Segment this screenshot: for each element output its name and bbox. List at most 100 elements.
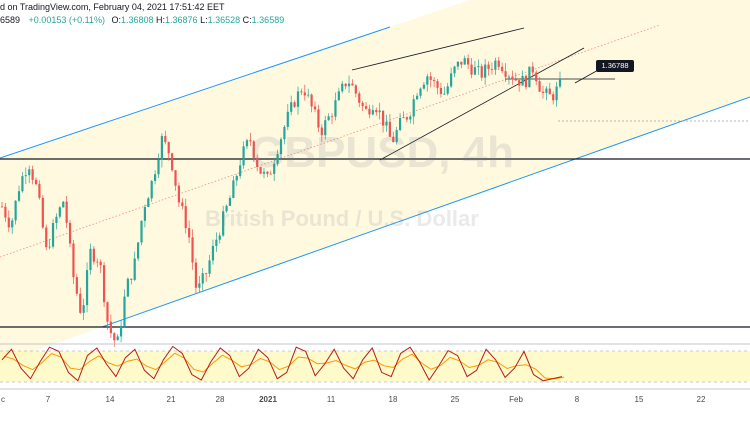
candle-body	[208, 260, 211, 274]
candle-body	[269, 173, 272, 175]
candle-body	[215, 239, 218, 246]
candle-body	[24, 175, 27, 177]
candle-body	[184, 206, 187, 229]
candle-body	[460, 61, 463, 65]
candle-body	[276, 154, 279, 164]
wedge-lower-line	[379, 47, 585, 161]
candle-body	[330, 116, 334, 118]
x-tick-label: 8	[574, 395, 580, 404]
candle-body	[531, 66, 534, 73]
candle-body	[545, 88, 548, 93]
candles-group	[0, 54, 562, 347]
candle-body	[82, 305, 85, 313]
candle-body	[450, 73, 453, 87]
candle-body	[130, 278, 133, 280]
candle-body	[65, 201, 68, 223]
x-tick-label: c	[1, 395, 5, 404]
candle-body	[381, 110, 385, 126]
candle-body	[334, 100, 337, 117]
candle-body	[313, 106, 317, 110]
candle-body	[266, 171, 269, 174]
candle-body	[89, 248, 92, 271]
candle-body	[242, 146, 245, 166]
candle-body	[198, 283, 201, 288]
x-tick-label: 18	[388, 395, 398, 404]
candle-body	[463, 58, 466, 65]
candle-body	[296, 91, 300, 107]
channel-midline	[0, 24, 661, 258]
candle-body	[467, 58, 470, 65]
candle-body	[279, 139, 283, 155]
candle-body	[235, 176, 238, 181]
candle-body	[160, 136, 164, 160]
candle-body	[470, 64, 473, 75]
candle-body	[171, 153, 174, 171]
candle-body	[320, 127, 323, 136]
candle-body	[388, 121, 391, 137]
candle-body	[524, 75, 528, 88]
candle-body	[51, 222, 55, 247]
candle-body	[157, 159, 160, 175]
candle-body	[143, 207, 147, 221]
candle-body	[150, 180, 153, 199]
candle-body	[511, 76, 514, 80]
candle-body	[75, 277, 78, 294]
header-price: 6589	[0, 15, 21, 25]
candle-body	[102, 265, 106, 303]
candle-body	[548, 88, 551, 95]
candle-body	[154, 174, 157, 181]
candle-body	[181, 202, 184, 207]
candle-body	[123, 296, 126, 326]
h-label: H:	[156, 15, 166, 25]
candle-body	[494, 60, 497, 70]
candle-body	[538, 81, 541, 92]
candle-body	[133, 258, 136, 280]
candle-body	[38, 184, 41, 198]
candle-body	[68, 222, 72, 244]
candle-body	[116, 336, 119, 341]
channel-upper-line	[0, 26, 391, 159]
candle-body	[358, 93, 361, 103]
candle-body	[392, 136, 395, 143]
candle-body	[426, 76, 429, 85]
candle-body	[344, 83, 347, 87]
candle-body	[72, 243, 75, 278]
candle-body	[109, 321, 112, 334]
candle-body	[412, 99, 415, 117]
candle-body	[286, 111, 289, 127]
candle-body	[239, 165, 242, 177]
candle-body	[34, 179, 38, 185]
candle-body	[31, 169, 34, 180]
candle-body	[341, 83, 344, 92]
candle-body	[433, 79, 436, 82]
candle-body	[535, 72, 538, 82]
candle-body	[85, 270, 89, 306]
x-tick-label: 2021	[259, 395, 277, 404]
candle-body	[0, 206, 4, 208]
candle-body	[225, 205, 228, 212]
wedge-upper-line	[351, 27, 525, 71]
candle-body	[113, 333, 116, 341]
x-tick-label: 28	[215, 395, 225, 404]
candle-body	[541, 91, 545, 93]
candle-body	[194, 262, 198, 288]
candle-body	[555, 86, 558, 101]
candle-body	[136, 242, 140, 259]
candle-body	[368, 108, 371, 115]
candle-body	[558, 79, 562, 87]
candle-body	[453, 66, 456, 74]
candle-body	[371, 110, 374, 115]
candle-body	[446, 86, 449, 94]
candle-body	[28, 169, 31, 176]
candle-body	[456, 61, 460, 67]
h-value: 1.36876	[165, 15, 198, 25]
candle-body	[262, 171, 266, 174]
candle-body	[364, 106, 368, 109]
candle-body	[415, 95, 419, 100]
candle-body	[164, 136, 167, 143]
candle-body	[293, 102, 296, 107]
o-label: O:	[111, 15, 121, 25]
candle-body	[256, 157, 259, 167]
candle-body	[497, 60, 500, 67]
